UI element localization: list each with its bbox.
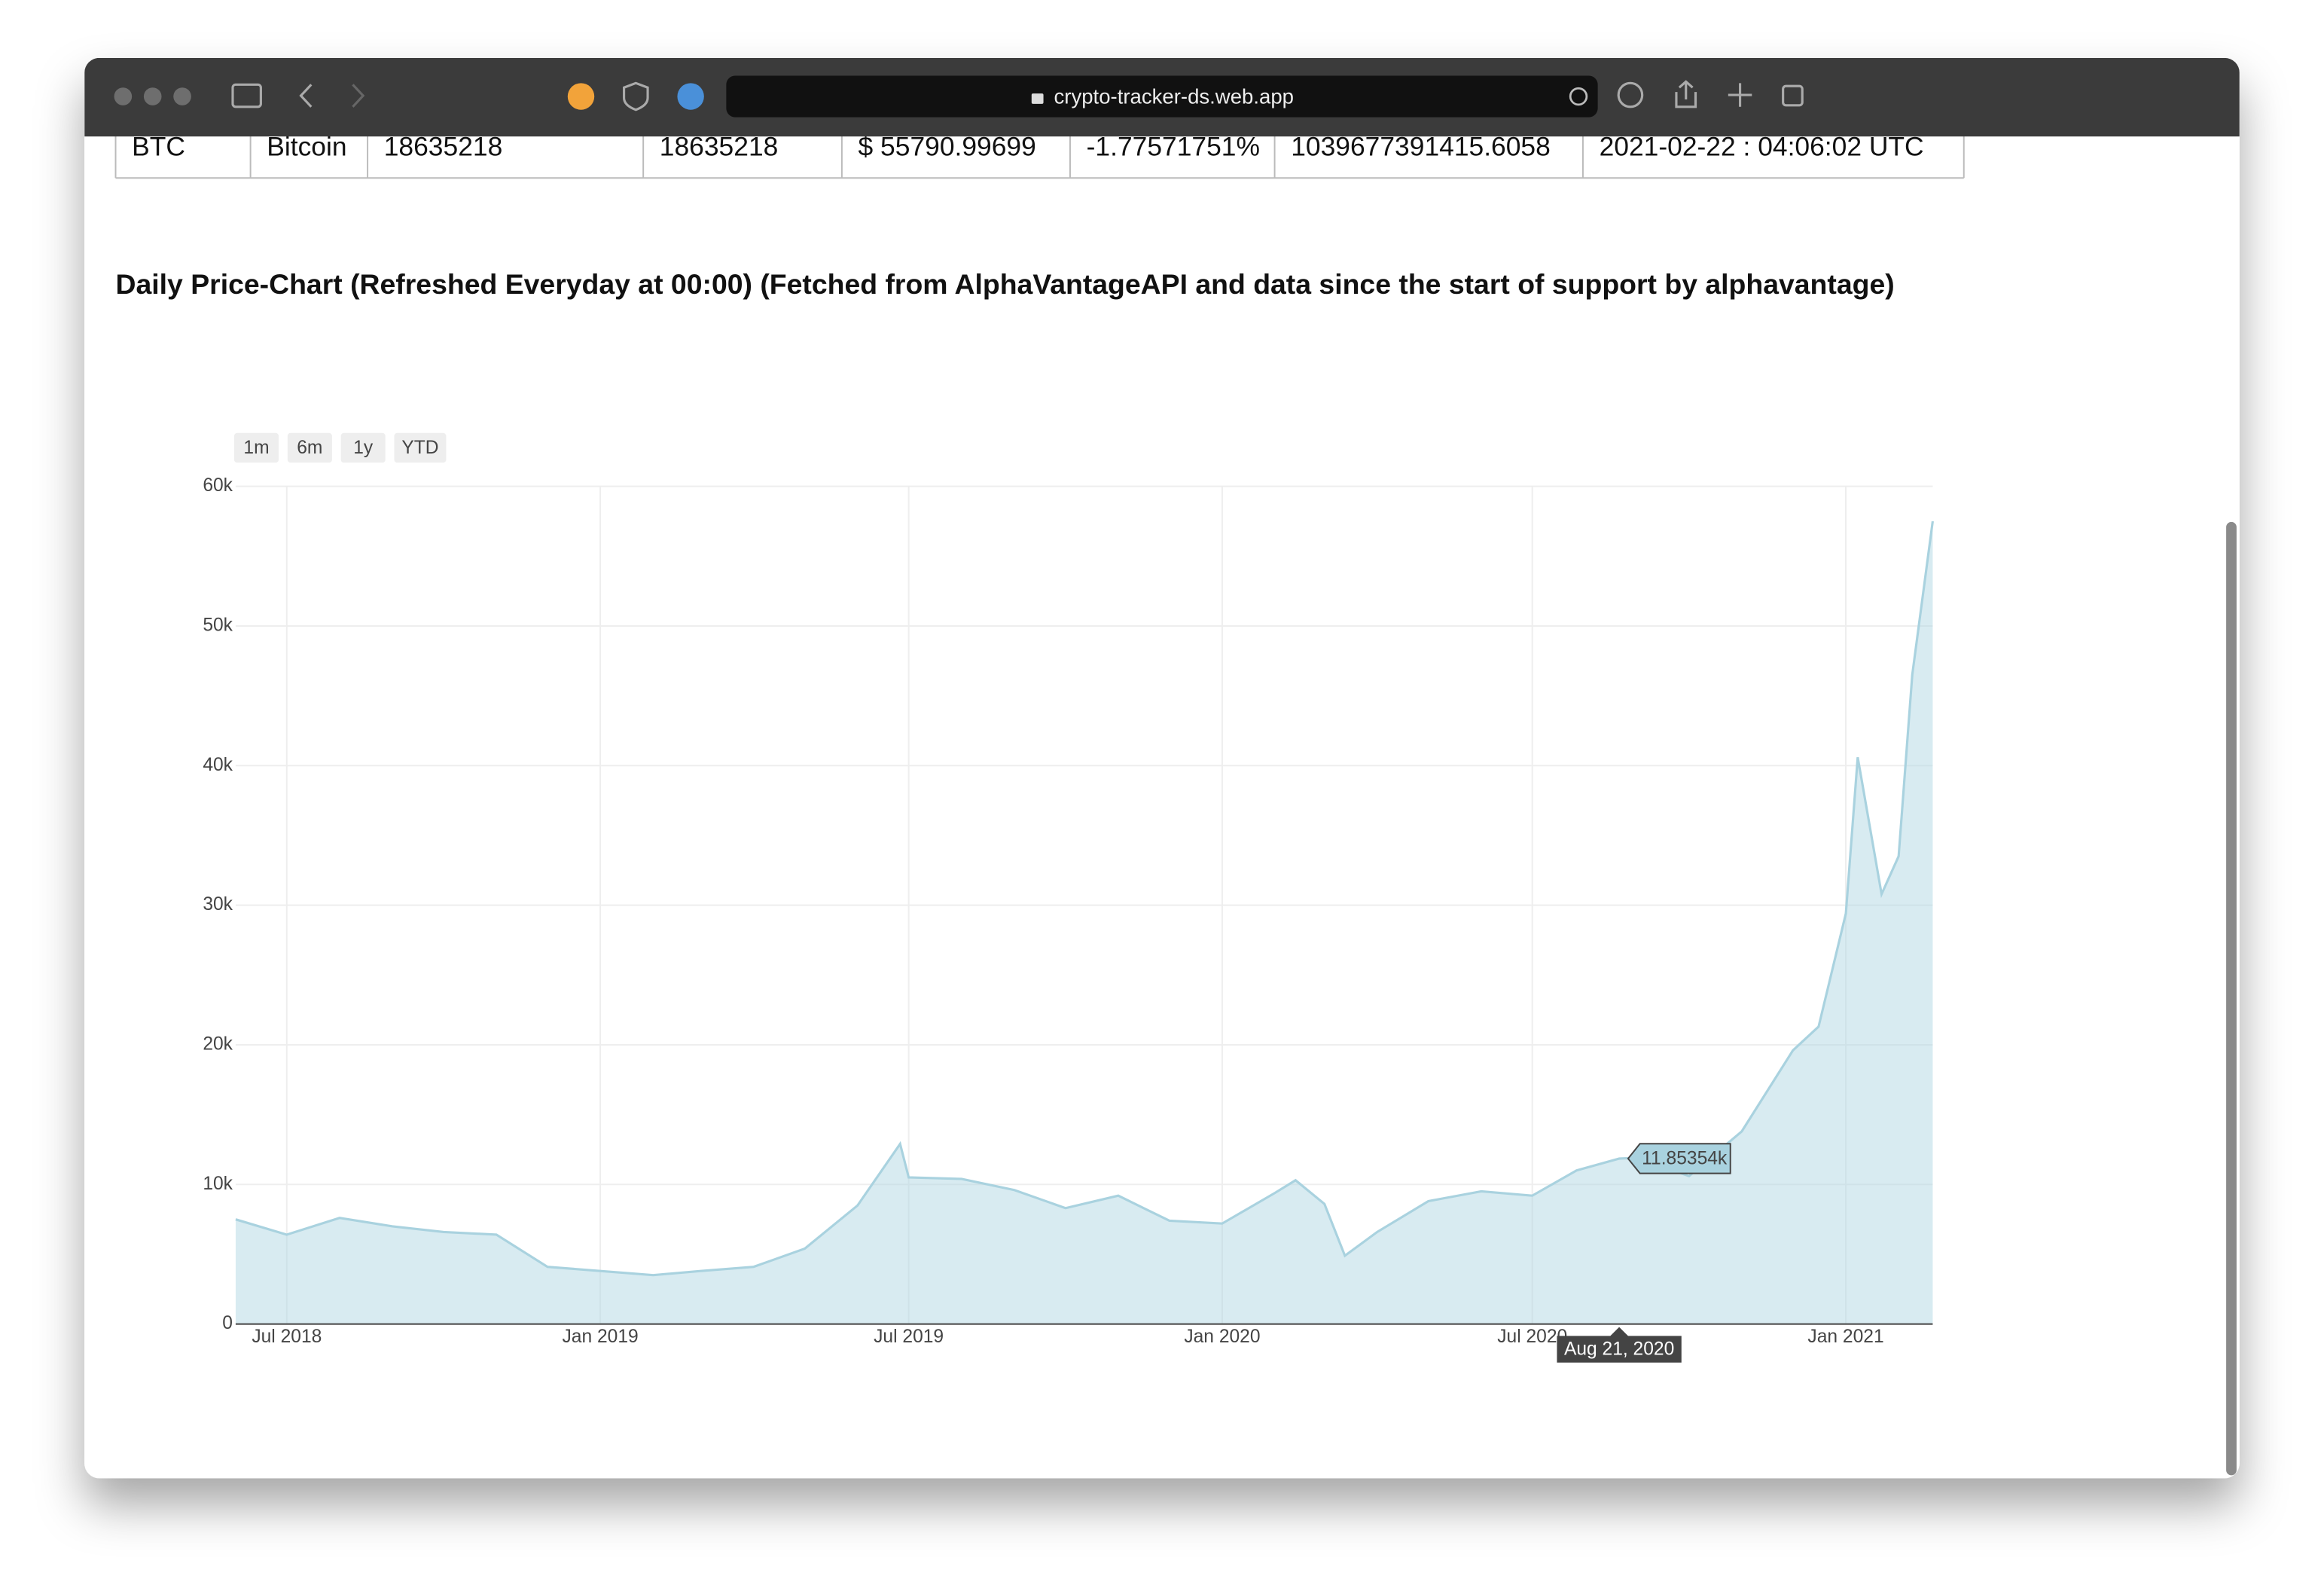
back-button[interactable] bbox=[299, 84, 313, 108]
new-tab-button[interactable] bbox=[1728, 83, 1752, 107]
y-tick-label: 20k bbox=[203, 1034, 233, 1054]
forward-button[interactable] bbox=[352, 84, 365, 108]
range-button-label[interactable]: 6m bbox=[297, 438, 322, 458]
y-tick-label: 50k bbox=[203, 615, 233, 635]
x-tick-label: Jan 2019 bbox=[563, 1327, 639, 1347]
x-tick-label: Jul 2019 bbox=[874, 1327, 944, 1347]
zoom-button[interactable] bbox=[173, 87, 191, 105]
tabs-button[interactable] bbox=[1782, 84, 1804, 107]
x-tick-label: Jan 2021 bbox=[1807, 1327, 1883, 1347]
scrollbar[interactable] bbox=[2226, 521, 2237, 1476]
range-button[interactable] bbox=[233, 432, 279, 463]
heading: Daily Price-Chart (Refreshed Everyday at… bbox=[116, 268, 1895, 300]
range-button-label[interactable]: 1m bbox=[243, 438, 269, 458]
download-button[interactable] bbox=[1617, 81, 1644, 108]
hover-x-tooltip bbox=[1557, 1327, 1682, 1363]
hover-value: 11.85354k bbox=[1642, 1148, 1728, 1168]
y-tick-label: 30k bbox=[203, 894, 233, 915]
x-tick-label: Jan 2020 bbox=[1184, 1327, 1260, 1347]
share-button[interactable] bbox=[1675, 80, 1697, 108]
chart: 1m 6m 1y YTD 0 10k 20k 30k 40k 50k 60k Jul 2018 Jan … bbox=[203, 432, 1934, 1363]
window bbox=[84, 57, 2240, 1479]
window-content: BTC Bitcoin 18635218 18635218 $ 55790.99699-… bbox=[84, 57, 2240, 1476]
x-tick-label: Jul 2018 bbox=[252, 1327, 322, 1347]
range-button-label[interactable]: YTD bbox=[401, 438, 438, 458]
address-bar[interactable] bbox=[726, 75, 1598, 118]
range-button[interactable] bbox=[394, 432, 447, 463]
range-button[interactable] bbox=[287, 432, 332, 463]
area-fill bbox=[235, 521, 1933, 1324]
close-button[interactable] bbox=[114, 87, 133, 105]
hover-x-label: Aug 21, 2020 bbox=[1564, 1339, 1674, 1360]
area-line bbox=[235, 521, 1934, 1277]
x-tick-label: Jul 2020 bbox=[1497, 1327, 1567, 1347]
extension-icon[interactable] bbox=[567, 83, 595, 110]
minimize-button[interactable] bbox=[143, 87, 162, 105]
range-button-label[interactable]: 1y bbox=[353, 438, 374, 458]
extension-icon[interactable] bbox=[677, 83, 704, 110]
hover-tooltip bbox=[1627, 1143, 1731, 1174]
y-tick-label: 10k bbox=[203, 1174, 233, 1194]
sidebar-button[interactable] bbox=[231, 83, 262, 108]
y-tick-label: 0 bbox=[222, 1313, 233, 1333]
shield-icon[interactable] bbox=[623, 81, 649, 111]
reload-button[interactable] bbox=[1569, 87, 1588, 106]
y-tick-label: 60k bbox=[203, 475, 233, 496]
y-tick-label: 40k bbox=[203, 755, 233, 775]
url: crypto-tracker-ds.web.app bbox=[1054, 84, 1294, 108]
lock-icon bbox=[1031, 93, 1044, 104]
range-button[interactable] bbox=[340, 432, 386, 463]
